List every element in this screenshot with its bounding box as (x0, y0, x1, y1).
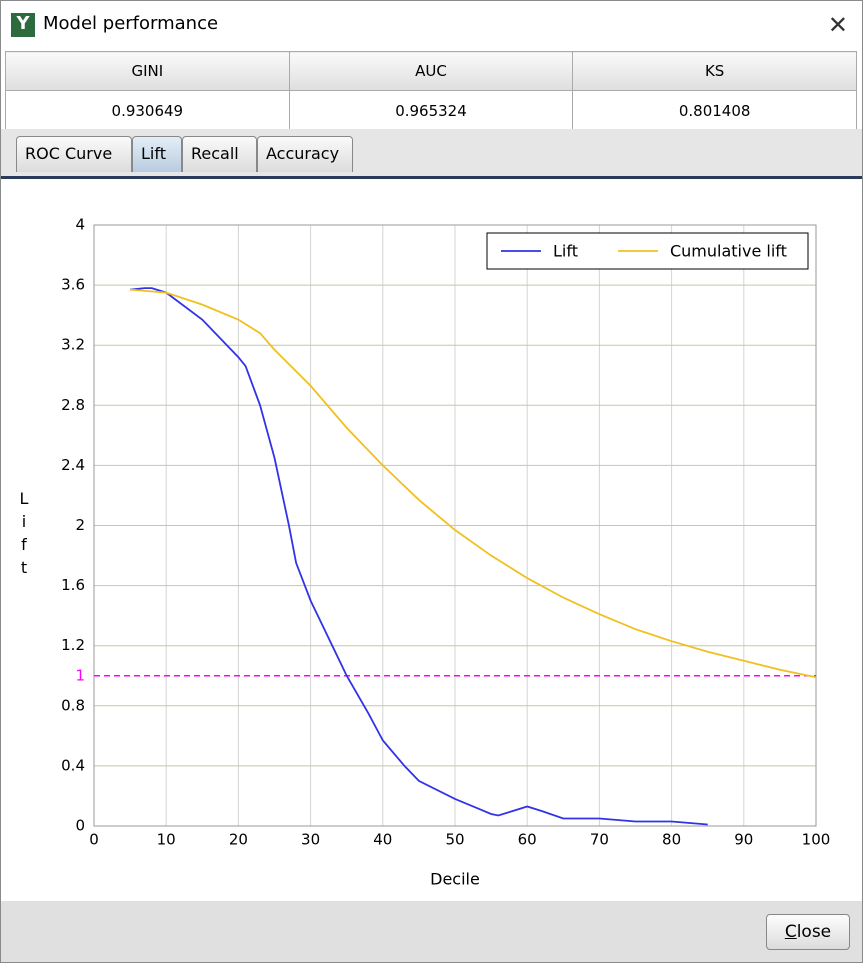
window-title: Model performance (43, 13, 219, 34)
tab[interactable]: Recall (182, 136, 257, 172)
y-tick-label: 1.6 (61, 576, 85, 594)
tab[interactable]: Lift (132, 136, 182, 172)
title-bar: Y Model performance ✕ (1, 1, 862, 49)
x-tick-label: 20 (229, 831, 248, 849)
y-tick-label: 4 (75, 216, 85, 234)
app-icon: Y (11, 13, 35, 37)
footer: Close (1, 901, 862, 962)
x-tick-label: 80 (662, 831, 681, 849)
chart-background (1, 179, 862, 901)
close-button[interactable]: Close (766, 914, 850, 950)
line-series (130, 288, 817, 679)
line-series (130, 287, 708, 826)
metric-header: AUC (288, 51, 574, 91)
y-tick-label: 3.2 (61, 336, 85, 354)
metric-value: 0.930649 (5, 90, 290, 131)
metrics-table: GINI AUC KS 0.930649 0.965324 0.801408 (5, 51, 857, 131)
metric-value: 0.801408 (572, 90, 857, 131)
tab[interactable]: ROC Curve (16, 136, 132, 172)
y-tick-label: 2.8 (61, 396, 85, 414)
x-tick-label: 0 (89, 831, 99, 849)
metric-value: 0.965324 (288, 90, 574, 131)
x-axis-label: Decile (430, 870, 480, 889)
y-tick-label: 0.4 (61, 756, 85, 774)
y-tick-label: 2.4 (61, 456, 85, 474)
metric-header: KS (572, 51, 857, 91)
metric-header: GINI (5, 51, 290, 91)
x-tick-label: 70 (590, 831, 609, 849)
tab-strip: ROC Curve Lift Recall Accuracy (1, 129, 862, 179)
x-tick-label: 50 (445, 831, 464, 849)
y-tick-label: 0.8 (61, 696, 85, 714)
y-tick-label: 1.2 (61, 636, 85, 654)
legend-label: Cumulative lift (670, 242, 787, 261)
x-tick-label: 90 (734, 831, 753, 849)
y-tick-label: 2 (75, 516, 85, 534)
reference-label: 1 (75, 666, 85, 684)
y-tick-label: 3.6 (61, 276, 85, 294)
close-icon[interactable]: ✕ (827, 11, 848, 39)
x-tick-label: 100 (802, 831, 831, 849)
x-tick-label: 30 (301, 831, 320, 849)
tab[interactable]: Accuracy (257, 136, 353, 172)
y-tick-label: 0 (75, 817, 85, 835)
chart: 0 10 20 30 40 50 60 70 80 90 100 0 0.4 0.8 1.2 1.6 2 2.4 2… (1, 179, 862, 901)
x-tick-label: 10 (157, 831, 176, 849)
x-tick-label: 60 (518, 831, 537, 849)
plot-frame (93, 224, 817, 827)
y-axis-label: Lift (15, 489, 34, 581)
legend-label: Lift (553, 242, 578, 261)
x-tick-label: 40 (373, 831, 392, 849)
close-button-label: Close (784, 922, 832, 942)
